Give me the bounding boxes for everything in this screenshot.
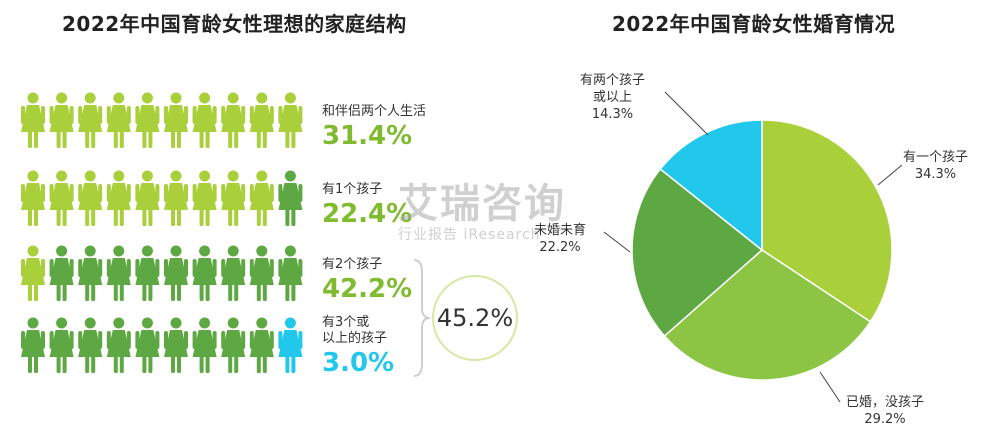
pie-value-text: 34.3% (914, 167, 957, 182)
pictogram-row-label: 有2个孩子 (322, 257, 382, 273)
left-chart-title: 2022年中国育龄女性理想的家庭结构 (62, 12, 407, 36)
woman-figure-icon (49, 92, 74, 148)
watermark: 艾瑞咨询 行业报告 iResearch (398, 182, 566, 244)
woman-figure-icon (221, 317, 246, 373)
pie-value-text: 29.2% (864, 412, 906, 427)
pictogram-row-percent: 22.4% (322, 199, 413, 229)
pictogram-row-label: 有3个或 以上的孩子 (322, 315, 387, 347)
woman-figure-icon (135, 245, 160, 301)
woman-figure-icon (135, 170, 160, 226)
woman-figure-icon (249, 92, 274, 148)
bracket-icon (413, 259, 431, 377)
pie-value-text: 22.2% (539, 240, 581, 255)
woman-figure-icon (164, 170, 188, 226)
pie-label-two-or-more: 有两个孩子 或以上 14.3% (580, 72, 645, 123)
woman-figure-icon (278, 92, 303, 148)
pictogram-row-label: 和伴侣两个人生活 (322, 104, 426, 120)
woman-figure-icon (278, 317, 303, 373)
woman-figure-icon (278, 245, 303, 301)
pie-label-one-child: 有一个孩子 34.3% (903, 149, 968, 183)
woman-figure-icon (221, 92, 246, 148)
woman-figure-icon (192, 170, 217, 226)
pie-label-text: 或以上 (593, 90, 633, 105)
pie-label-unmarried: 未婚未育 22.2% (534, 222, 586, 256)
woman-figure-icon (278, 170, 303, 226)
pictogram-figures (21, 317, 303, 373)
pictogram-row-label: 有1个孩子 (322, 182, 382, 198)
watermark-sub: 行业报告 iResearch (398, 227, 541, 243)
woman-figure-icon (21, 245, 45, 301)
woman-figure-icon (21, 317, 45, 373)
pictogram-figures (21, 170, 303, 226)
woman-figure-icon (78, 92, 103, 148)
woman-figure-icon (221, 245, 246, 301)
pictogram-row-label-line: 有2个孩子 (322, 257, 383, 272)
right-chart-title: 2022年中国育龄女性婚育情况 (612, 12, 896, 36)
pie-leader-line (877, 164, 903, 186)
woman-figure-icon (135, 317, 160, 373)
pie-label-married-no-child: 已婚，没孩子 29.2% (846, 394, 924, 428)
pie-slice (631, 167, 764, 338)
pictogram-figures (21, 92, 303, 148)
pictogram-row-label-line: 以上的孩子 (322, 331, 388, 346)
pie-value-text: 14.3% (591, 107, 634, 122)
woman-figure-icon (78, 317, 103, 373)
pie-label-text: 未婚未育 (534, 223, 587, 238)
woman-figure-icon (192, 317, 217, 373)
pictogram-row-label-line: 有1个孩子 (322, 182, 383, 197)
woman-figure-icon (192, 245, 217, 301)
woman-figure-icon (135, 92, 160, 148)
woman-figure-icon (164, 92, 188, 148)
pie-slice (663, 249, 872, 381)
pictogram-figures (21, 245, 303, 301)
woman-figure-icon (106, 170, 131, 226)
woman-figure-icon (106, 92, 131, 148)
pictogram-row-label-line: 有3个或 (322, 315, 370, 330)
woman-figure-icon (164, 245, 188, 301)
pie-leader-line (819, 371, 841, 403)
woman-figure-icon (49, 317, 74, 373)
pictogram-row-percent: 42.2% (322, 274, 413, 304)
pictogram-row-label-line: 和伴侣两个人生活 (322, 104, 427, 119)
combined-percent-value: 45.2% (436, 304, 514, 332)
woman-figure-icon (164, 317, 188, 373)
woman-figure-icon (21, 92, 45, 148)
woman-figure-icon (249, 245, 274, 301)
woman-figure-icon (249, 170, 274, 226)
woman-figure-icon (192, 92, 217, 148)
woman-figure-icon (78, 170, 103, 226)
woman-figure-icon (49, 245, 74, 301)
pie-label-text: 已婚，没孩子 (846, 395, 925, 410)
woman-figure-icon (21, 170, 45, 226)
combined-percent-badge: 45.2% (432, 275, 518, 361)
pictogram-row-percent: 31.4% (322, 121, 413, 151)
pie-leader-line (603, 231, 631, 253)
woman-figure-icon (106, 317, 131, 373)
woman-figure-icon (249, 317, 274, 373)
pie-label-text: 有两个孩子 (580, 73, 646, 88)
pie-label-text: 有一个孩子 (903, 150, 969, 165)
woman-figure-icon (221, 170, 246, 226)
watermark-main: 艾瑞咨询 (398, 181, 566, 227)
woman-figure-icon (78, 245, 103, 301)
pictogram-row-percent: 3.0% (322, 348, 395, 378)
woman-figure-icon (106, 245, 131, 301)
woman-figure-icon (49, 170, 74, 226)
pie-leader-line (664, 91, 709, 136)
